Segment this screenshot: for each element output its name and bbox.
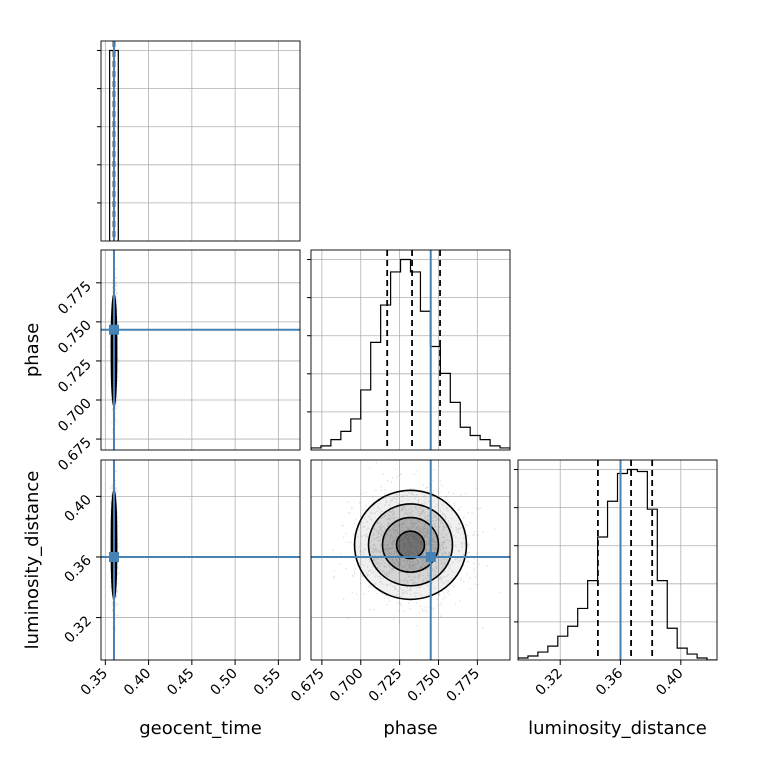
hist-luminosity-distance-frame: [517, 459, 718, 661]
scatter-geocent-time-vs-luminosity-distance-frame: [100, 459, 301, 661]
ytick-label-luminosity-distance-0: 0.32: [61, 613, 94, 646]
scatter-geocent-time-vs-phase-truth-marker: [108, 324, 119, 335]
xtick-label-geocent-time-4: 0.55: [251, 666, 284, 699]
xtick-label-phase-1: 0.700: [327, 666, 367, 706]
scatter-phase-vs-luminosity-distance-truth-marker: [425, 551, 436, 562]
xlabel-geocent-time: geocent_time: [139, 718, 262, 739]
ylabel-luminosity-distance: luminosity_distance: [22, 471, 43, 650]
hist-phase-grid: [311, 250, 510, 450]
xtick-label-geocent-time-3: 0.50: [208, 666, 241, 699]
hist-geocent-time-panel: [97, 40, 301, 242]
xtick-label-phase-3: 0.750: [405, 666, 445, 706]
scatter-geocent-time-vs-phase-panel: [100, 249, 301, 451]
ytick-label-phase-1: 0.700: [55, 396, 95, 436]
scatter-geocent-time-vs-phase-panel-background: [101, 250, 300, 450]
scatter-phase-vs-luminosity-distance-points: [332, 462, 502, 629]
xtick-label-phase-4: 0.775: [444, 666, 484, 706]
ytick-label-luminosity-distance-2: 0.40: [61, 492, 94, 525]
scatter-phase-vs-luminosity-distance-panel: [310, 459, 511, 661]
xtick-label-luminosity-distance-1: 0.36: [593, 665, 626, 698]
scatter-phase-vs-luminosity-distance-contour-3: [395, 530, 426, 560]
scatter-phase-vs-luminosity-distance-panel-background: [311, 460, 510, 660]
ytick-label-phase-2: 0.725: [55, 356, 95, 396]
xtick-label-luminosity-distance-0: 0.32: [533, 666, 566, 699]
scatter-geocent-time-vs-luminosity-distance-panel-background: [101, 460, 300, 660]
xlabel-phase: phase: [383, 718, 437, 739]
hist-geocent-time-grid: [101, 41, 300, 241]
hist-luminosity-distance-step: [518, 468, 717, 660]
scatter-phase-vs-luminosity-distance-shade-2: [382, 517, 439, 573]
hist-geocent-time-frame: [100, 40, 301, 242]
ytick-label-phase-4: 0.775: [55, 278, 95, 318]
scatter-phase-vs-luminosity-distance-shade-3: [396, 531, 425, 559]
scatter-phase-vs-luminosity-distance-shade-0: [354, 490, 467, 600]
ylabel-phase: phase: [22, 323, 43, 377]
hist-phase-panel-background: [311, 250, 510, 450]
scatter-phase-vs-luminosity-distance-contour-0: [353, 489, 468, 601]
scatter-geocent-time-vs-phase-density: [101, 250, 300, 450]
hist-geocent-time-panel-background: [101, 41, 300, 241]
scatter-phase-vs-luminosity-distance-contour-1: [367, 503, 454, 587]
ytick-label-phase-3: 0.750: [55, 317, 95, 357]
hist-phase-panel: [307, 249, 511, 451]
scatter-phase-vs-luminosity-distance-density: [311, 460, 510, 660]
hist-geocent-time-bars: [109, 41, 119, 241]
hist-luminosity-distance-bars: [518, 460, 717, 660]
scatter-geocent-time-vs-luminosity-distance-panel: [100, 459, 301, 661]
xtick-label-luminosity-distance-2: 0.40: [653, 666, 686, 699]
xtick-label-phase-2: 0.725: [366, 666, 406, 706]
xtick-label-geocent-time-1: 0.40: [121, 666, 154, 699]
scatter-geocent-time-vs-luminosity-distance-density: [101, 460, 300, 660]
hist-phase-bars: [311, 250, 510, 450]
scatter-geocent-time-vs-phase-grid: [101, 250, 300, 450]
hist-phase-frame: [310, 249, 511, 451]
ytick-label-luminosity-distance-1: 0.36: [61, 552, 94, 585]
scatter-phase-vs-luminosity-distance-frame: [310, 459, 511, 661]
xlabel-luminosity-distance: luminosity_distance: [528, 718, 707, 739]
scatter-geocent-time-vs-phase-frame: [100, 249, 301, 451]
xtick-label-geocent-time-0: 0.35: [78, 666, 111, 699]
xtick-label-phase-0: 0.675: [288, 666, 328, 706]
ytick-label-phase-0: 0.675: [55, 435, 95, 475]
hist-luminosity-distance-panel: [514, 459, 718, 661]
xtick-label-geocent-time-2: 0.45: [164, 666, 197, 699]
scatter-phase-vs-luminosity-distance-contour-2: [381, 516, 440, 573]
hist-phase-step: [311, 258, 510, 450]
scatter-geocent-time-vs-luminosity-distance-truth-marker: [108, 551, 119, 562]
